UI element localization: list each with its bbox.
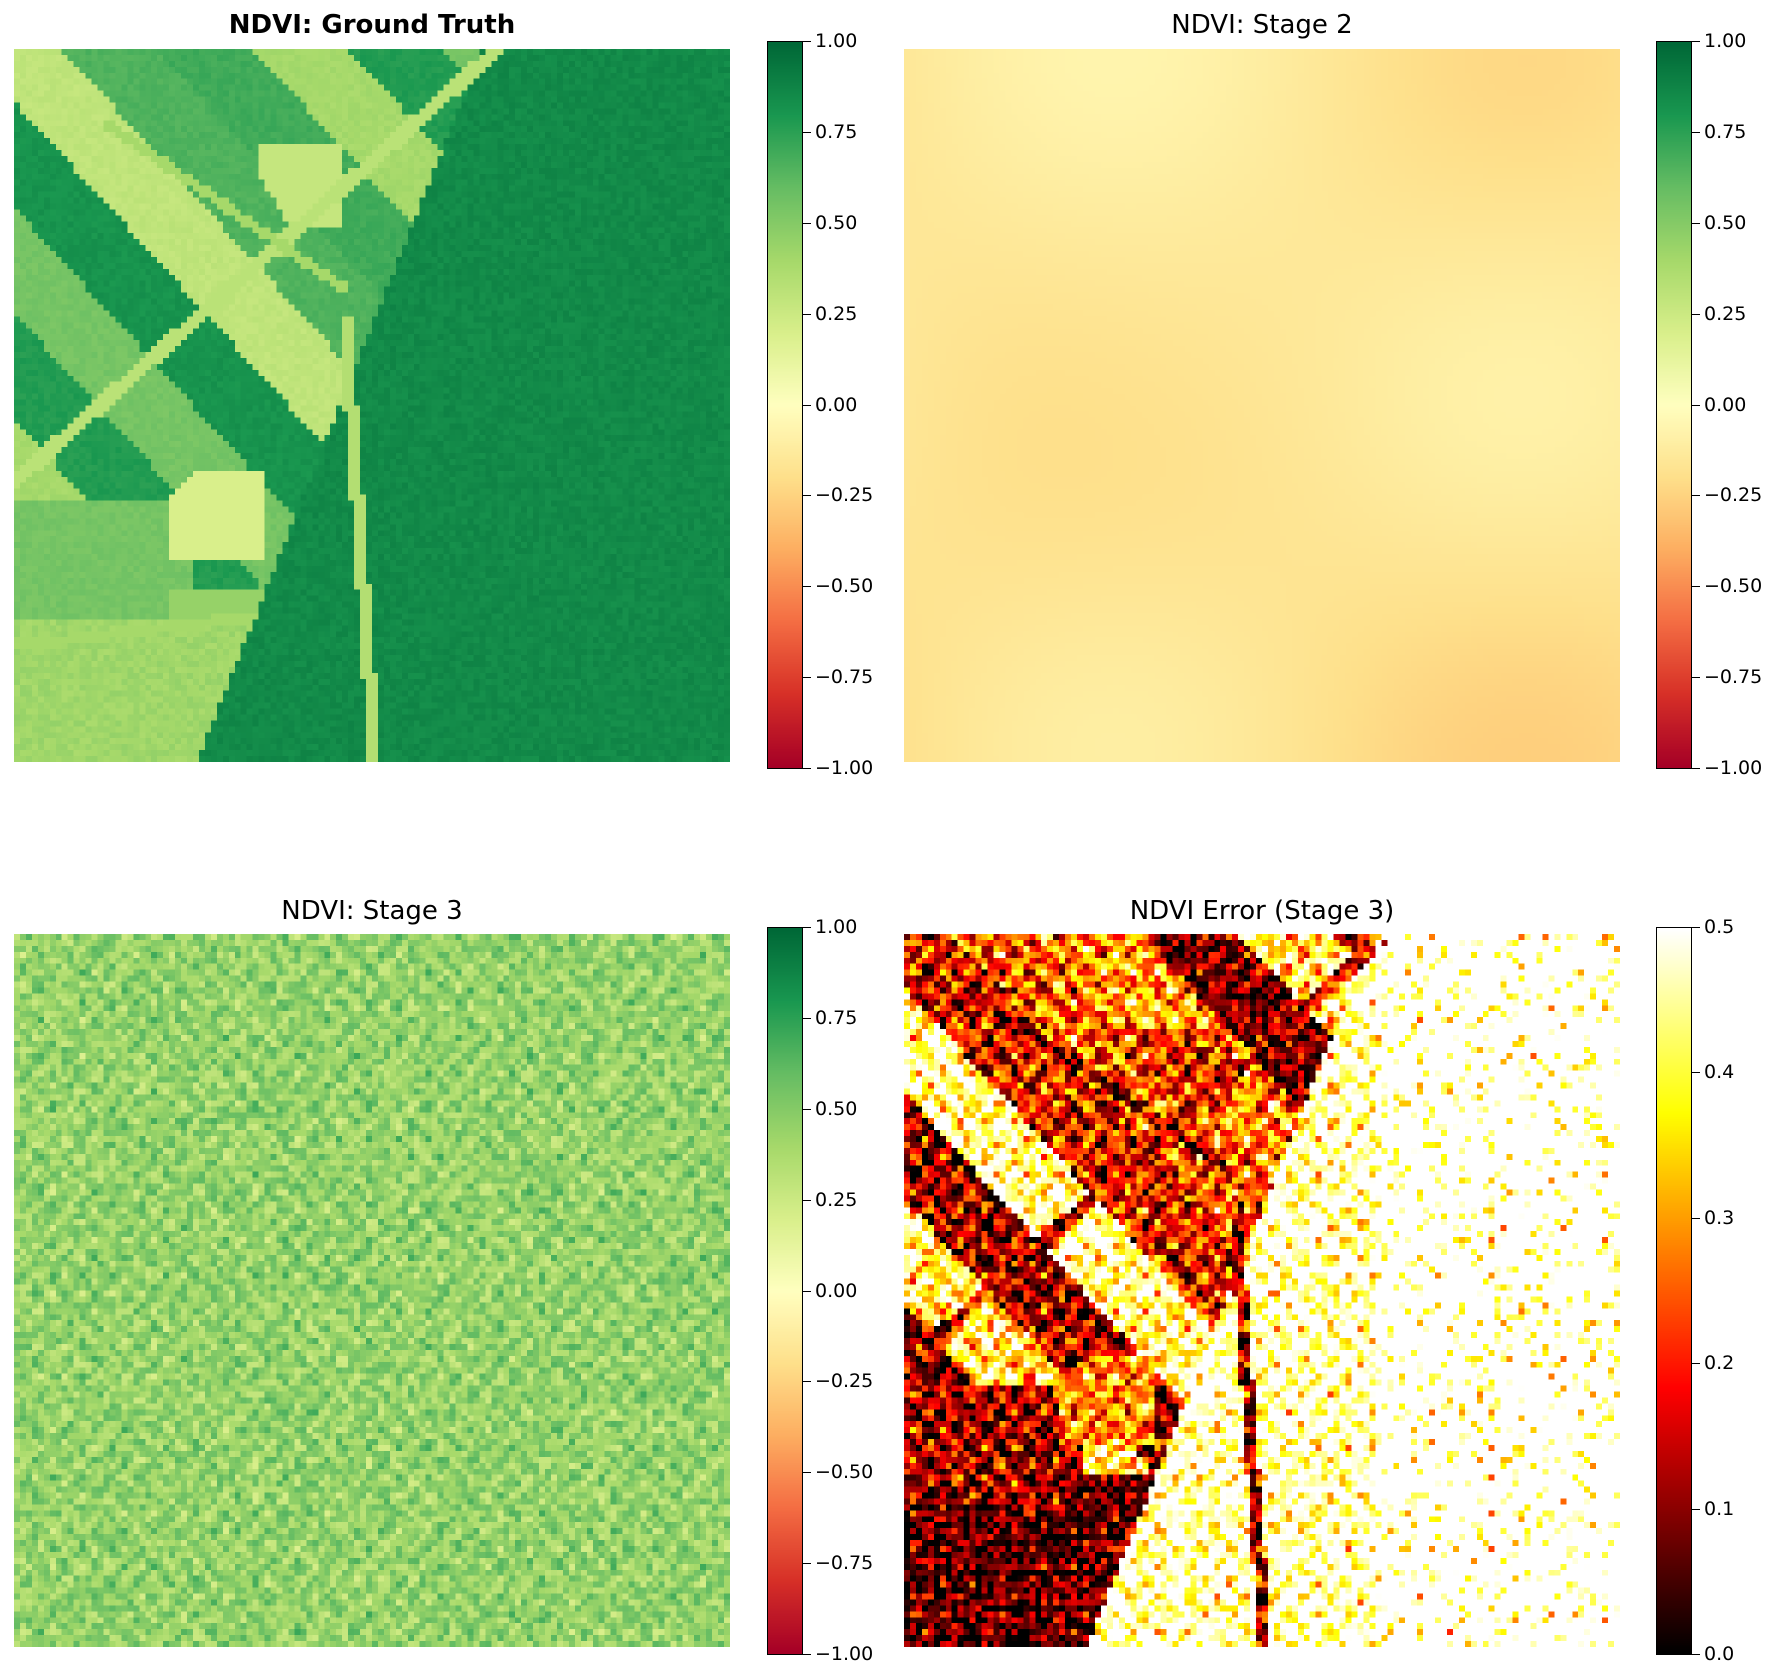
colorbar-tick: [1692, 1508, 1700, 1510]
colorbar-tick: [803, 313, 811, 315]
colorbar-tick-label: −0.25: [1704, 484, 1763, 507]
colorbar-tick-label: 0.25: [815, 302, 858, 325]
colorbar-stage-2: [1656, 41, 1692, 769]
colorbar-tick-label: −0.50: [815, 575, 874, 598]
colorbar-tick-label: 1.00: [1704, 30, 1747, 52]
colorbar-tick: [803, 927, 811, 928]
colorbar-tick: [1692, 222, 1700, 224]
colorbar-tick-label: 0.2: [1704, 1352, 1735, 1375]
colorbar-tick-label: −1.00: [815, 1643, 874, 1665]
ndvi-stage-3-map: [14, 934, 730, 1647]
colorbar-tick-label: 0.00: [815, 393, 858, 416]
ndvi-error-stage-3-map: [904, 934, 1620, 1647]
colorbar-tick: [803, 404, 811, 406]
colorbar-tick-label: 0.25: [815, 1188, 858, 1211]
colorbar-gradient: [768, 42, 802, 768]
colorbar-tick: [1692, 586, 1700, 588]
colorbar-tick-label: −0.50: [815, 1461, 874, 1484]
colorbar-tick: [803, 41, 811, 42]
colorbar-tick: [1692, 927, 1700, 928]
colorbar-ground-truth: [767, 41, 803, 769]
colorbar-tick-label: 0.75: [815, 1006, 858, 1029]
panel-title-stage-3: NDVI: Stage 3: [281, 896, 463, 926]
panel-title-ground-truth: NDVI: Ground Truth: [228, 10, 516, 40]
colorbar-tick-label: 0.50: [815, 211, 858, 234]
colorbar-tick-label: 0.1: [1704, 1497, 1735, 1520]
colorbar-gradient: [1657, 928, 1691, 1654]
colorbar-tick: [803, 768, 811, 769]
panel-title-error-stage-3: NDVI Error (Stage 3): [1129, 896, 1395, 926]
colorbar-tick-label: −1.00: [1704, 757, 1763, 779]
ndvi-stage-2-map: [904, 49, 1620, 762]
colorbar-tick: [803, 1108, 811, 1110]
colorbar-tick: [803, 1654, 811, 1655]
ndvi-ground-truth-map: [14, 49, 730, 762]
colorbar-gradient: [1657, 42, 1691, 768]
colorbar-tick: [1692, 1654, 1700, 1655]
colorbar-tick: [1692, 131, 1700, 133]
colorbar-tick: [1692, 677, 1700, 679]
colorbar-tick: [1692, 41, 1700, 42]
colorbar-tick: [1692, 1363, 1700, 1365]
colorbar-tick: [803, 1199, 811, 1201]
colorbar-tick: [1692, 1217, 1700, 1219]
colorbar-tick-label: 0.4: [1704, 1061, 1735, 1084]
colorbar-stage-3: [767, 927, 803, 1655]
colorbar-tick-label: 0.75: [1704, 120, 1747, 143]
colorbar-tick: [803, 586, 811, 588]
colorbar-tick-label: −0.25: [815, 484, 874, 507]
colorbar-tick-label: 0.5: [1704, 916, 1735, 938]
colorbar-tick-label: 0.50: [1704, 211, 1747, 234]
colorbar-tick: [803, 677, 811, 679]
colorbar-tick-label: 0.75: [815, 120, 858, 143]
colorbar-tick-label: −0.50: [1704, 575, 1763, 598]
colorbar-tick: [803, 1472, 811, 1474]
colorbar-tick-label: −1.00: [815, 757, 874, 779]
colorbar-gradient: [768, 928, 802, 1654]
colorbar-tick: [803, 222, 811, 224]
colorbar-tick: [1692, 495, 1700, 497]
colorbar-tick-label: 0.50: [815, 1097, 858, 1120]
colorbar-tick: [803, 495, 811, 497]
colorbar-tick-label: −0.75: [815, 666, 874, 689]
colorbar-tick: [1692, 1072, 1700, 1074]
colorbar-tick-label: −0.75: [1704, 666, 1763, 689]
panel-title-stage-2: NDVI: Stage 2: [1171, 10, 1353, 40]
colorbar-tick: [1692, 768, 1700, 769]
colorbar-tick-label: 0.0: [1704, 1643, 1735, 1665]
colorbar-tick: [803, 1290, 811, 1292]
colorbar-tick: [1692, 313, 1700, 315]
colorbar-tick-label: 1.00: [815, 30, 858, 52]
colorbar-error-stage-3: [1656, 927, 1692, 1655]
colorbar-tick-label: 0.25: [1704, 302, 1747, 325]
colorbar-tick: [1692, 404, 1700, 406]
colorbar-tick-label: −0.75: [815, 1552, 874, 1575]
colorbar-tick: [803, 1563, 811, 1565]
colorbar-tick: [803, 1017, 811, 1019]
colorbar-tick-label: 0.3: [1704, 1206, 1735, 1229]
colorbar-tick-label: −0.25: [815, 1370, 874, 1393]
colorbar-tick-label: 0.00: [1704, 393, 1747, 416]
colorbar-tick: [803, 1381, 811, 1383]
colorbar-tick-label: 1.00: [815, 916, 858, 938]
colorbar-tick-label: 0.00: [815, 1279, 858, 1302]
colorbar-tick: [803, 131, 811, 133]
